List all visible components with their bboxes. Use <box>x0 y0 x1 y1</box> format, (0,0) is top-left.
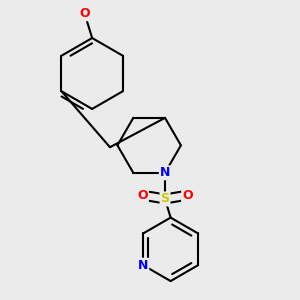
Text: N: N <box>138 259 148 272</box>
Text: O: O <box>182 189 193 202</box>
Text: O: O <box>137 189 148 202</box>
Text: S: S <box>160 192 169 206</box>
Text: O: O <box>80 7 90 20</box>
Text: N: N <box>160 166 170 179</box>
